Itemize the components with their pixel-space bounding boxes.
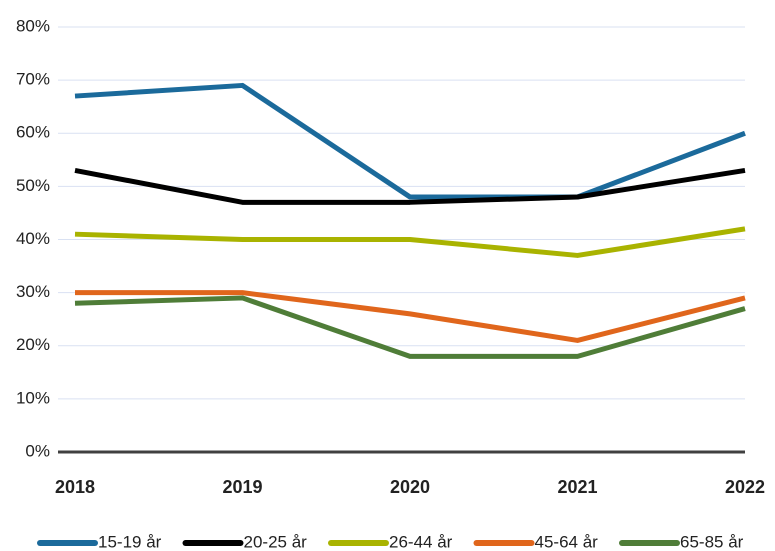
legend-label: 15-19 år [98, 532, 162, 551]
legend-label: 65-85 år [680, 532, 744, 551]
legend-label: 26-44 år [389, 532, 453, 551]
x-tick-label: 2022 [725, 477, 765, 497]
series-line [74, 82, 746, 200]
y-tick-label: 50% [16, 176, 50, 195]
y-tick-label: 0% [25, 441, 50, 460]
series-line [74, 295, 746, 359]
legend-label: 45-64 år [535, 532, 599, 551]
x-tick-label: 2020 [390, 477, 430, 497]
legend-label: 20-25 år [244, 532, 308, 551]
series-line [74, 226, 746, 258]
x-tick-label: 2021 [557, 477, 597, 497]
x-tick-label: 2019 [222, 477, 262, 497]
y-tick-label: 40% [16, 229, 50, 248]
y-tick-label: 30% [16, 282, 50, 301]
series-line [74, 167, 746, 205]
y-tick-label: 60% [16, 123, 50, 142]
x-tick-label: 2018 [55, 477, 95, 497]
y-tick-label: 10% [16, 388, 50, 407]
y-tick-label: 70% [16, 70, 50, 89]
y-tick-label: 20% [16, 335, 50, 354]
series-line [75, 290, 746, 343]
y-tick-label: 80% [16, 16, 50, 35]
